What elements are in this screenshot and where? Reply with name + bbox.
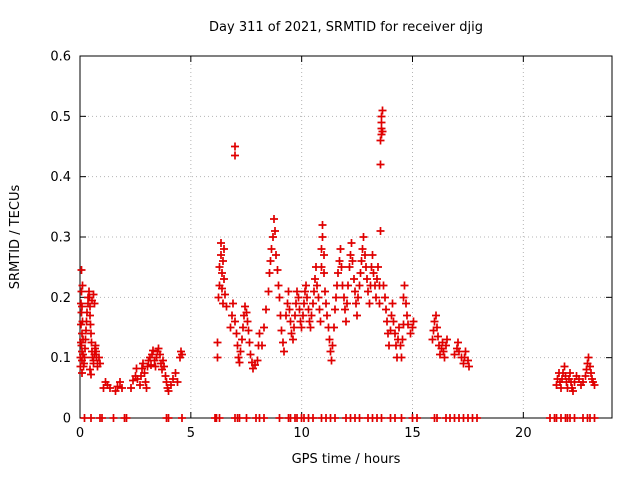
- chart-title: Day 311 of 2021, SRMTID for receiver dji…: [209, 20, 483, 35]
- y-tick-label: 0.2: [50, 291, 71, 306]
- tick-labels: 0 5 10 15 20 0 0.1 0.2 0.3 0.4 0.5 0.6: [50, 50, 531, 442]
- y-tick-label: 0.5: [50, 110, 71, 125]
- y-tick-label: 0: [63, 412, 71, 427]
- y-tick-label: 0.4: [50, 170, 71, 185]
- x-tick-label: 10: [293, 426, 310, 441]
- x-tick-label: 5: [187, 426, 195, 441]
- x-tick-label: 15: [404, 426, 421, 441]
- series-srmtid-markers: [76, 106, 599, 422]
- y-tick-label: 0.3: [50, 231, 71, 246]
- x-axis-label: GPS time / hours: [292, 452, 401, 467]
- y-tick-label: 0.6: [50, 50, 71, 65]
- y-axis-label: SRMTID / TECUs: [8, 185, 23, 290]
- x-tick-label: 20: [515, 426, 532, 441]
- data-points: [76, 106, 599, 422]
- x-tick-label: 0: [76, 426, 84, 441]
- y-tick-label: 0.1: [50, 351, 71, 366]
